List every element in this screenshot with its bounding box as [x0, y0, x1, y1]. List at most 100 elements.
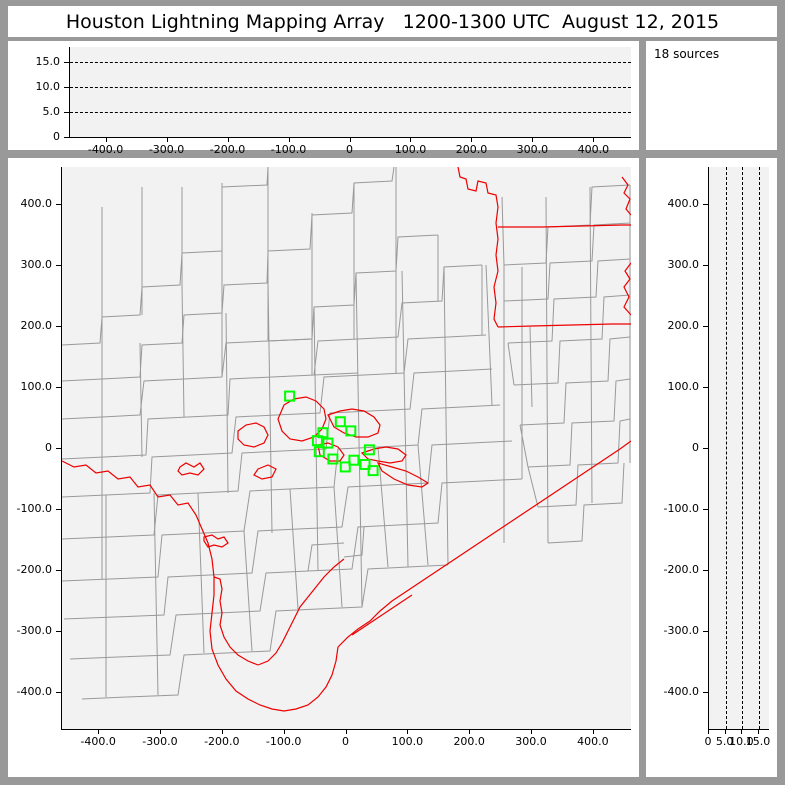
y-tickmark: [703, 570, 708, 572]
x-tick-label: -400.0: [87, 143, 124, 156]
x-tick-label: 100.0: [391, 735, 424, 748]
x-tick-label: -300.0: [142, 735, 178, 748]
y-tick-label: 100.0: [20, 379, 53, 393]
gridline-vertical: [725, 167, 727, 729]
x-tick-label: 5.0: [715, 735, 734, 748]
y-tickmark: [64, 62, 69, 63]
lightning-source-marker: [339, 461, 351, 473]
height-latitude-plot-area: [708, 167, 769, 730]
y-tick-label: -400.0: [663, 685, 699, 699]
x-tick-label: 0: [704, 735, 712, 748]
title-bar: Houston Lightning Mapping Array 1200-130…: [8, 6, 777, 37]
y-tick-label: 400.0: [20, 196, 53, 210]
y-tick-label: 300.0: [667, 257, 700, 271]
y-tick-label: -200.0: [16, 563, 52, 577]
x-tickmark: [166, 137, 168, 142]
y-tickmark: [56, 264, 61, 266]
y-tick-label: -100.0: [663, 502, 699, 516]
gridline-vertical: [759, 167, 760, 729]
y-tickmark: [703, 692, 708, 694]
source-markers: [284, 390, 379, 477]
x-tick-label: -200.0: [209, 143, 246, 156]
x-tickmark: [227, 137, 229, 142]
x-tickmark: [221, 729, 223, 734]
lightning-source-marker: [363, 444, 375, 456]
time-height-panel: 0 5.0 10.0 15.0 -400.0 -300.0 -200.0 -100.0 0 100…: [8, 41, 639, 156]
y-tickmark: [56, 570, 61, 572]
y-tick-label: -300.0: [16, 624, 52, 638]
lightning-source-marker: [359, 458, 371, 470]
x-tickmark: [345, 729, 347, 734]
gridline-horizontal: [70, 87, 631, 88]
x-tickmark: [283, 729, 285, 734]
y-tick-label: -100.0: [16, 502, 52, 516]
page-title: Houston Lightning Mapping Array 1200-130…: [65, 10, 720, 33]
x-tickmark: [724, 729, 726, 734]
source-count-label: 18 sources: [654, 47, 720, 61]
lightning-source-marker: [311, 435, 323, 447]
x-tickmark: [593, 137, 595, 142]
x-tick-label: -400.0: [80, 735, 116, 748]
y-tick-label: -300.0: [663, 624, 699, 638]
x-tickmark: [532, 137, 534, 142]
lightning-source-marker: [313, 446, 325, 458]
y-tick-label: 10.0: [35, 80, 61, 93]
time-height-plot-area: [69, 47, 631, 138]
y-tickmark: [703, 448, 708, 449]
lightning-source-marker: [327, 453, 339, 465]
lightning-source-marker: [367, 465, 379, 477]
x-tickmark: [741, 729, 743, 734]
x-tick-label: 300.0: [516, 143, 549, 156]
y-tick-label: 300.0: [20, 257, 53, 271]
y-tickmark: [64, 112, 69, 113]
state-boundaries: [457, 167, 631, 328]
x-tickmark: [349, 137, 351, 142]
y-tickmark: [56, 325, 61, 327]
x-tick-label: 200.0: [455, 143, 488, 156]
y-tick-label: 5.0: [42, 105, 61, 118]
y-tickmark: [703, 203, 708, 205]
x-tick-label: -100.0: [270, 143, 307, 156]
x-tick-label: 200.0: [453, 735, 485, 748]
y-tickmark: [64, 87, 69, 88]
height-latitude-panel: 0 5.0 10.0 15.0 -400.0 -300.0 -200.0 -100.0 0 100…: [646, 158, 777, 777]
y-tick-label: -400.0: [16, 685, 52, 699]
map-geography: [62, 167, 631, 712]
y-tick-label: 0: [692, 441, 699, 454]
x-tick-label: -100.0: [265, 735, 302, 748]
x-tickmark: [531, 729, 533, 734]
y-tickmark: [703, 264, 708, 266]
y-tick-label: 100.0: [667, 379, 700, 393]
y-tickmark: [56, 509, 61, 511]
x-tickmark: [708, 729, 709, 734]
lightning-source-marker: [348, 454, 360, 466]
x-tickmark: [592, 729, 594, 734]
x-tick-label: 0: [346, 143, 353, 156]
y-tick-label: -200.0: [663, 563, 699, 577]
map-plot-area[interactable]: [61, 167, 631, 730]
x-tick-label: 15.0: [745, 735, 771, 748]
y-tick-label: 200.0: [667, 318, 700, 332]
map-panel: -400.0 -300.0 -200.0 -100.0 0 100.0 200.0 300.0…: [8, 158, 639, 777]
x-tickmark: [105, 137, 107, 142]
y-tickmark: [703, 509, 708, 511]
y-tickmark: [56, 203, 61, 205]
gridline-horizontal: [70, 62, 631, 63]
y-tick-label: 0: [53, 130, 60, 143]
y-tick-label: 200.0: [20, 318, 53, 332]
x-tickmark: [469, 729, 471, 734]
x-tickmark: [159, 729, 161, 734]
y-tickmark: [703, 386, 708, 388]
x-tickmark: [410, 137, 412, 142]
y-tickmark: [703, 631, 708, 633]
x-tickmark: [407, 729, 409, 734]
x-tickmark: [758, 729, 759, 734]
y-tick-label: 0: [45, 441, 52, 454]
lightning-source-marker: [284, 390, 296, 402]
x-tick-label: 0: [342, 735, 349, 748]
x-tick-label: 300.0: [515, 735, 547, 748]
gridline-horizontal: [70, 112, 631, 113]
y-tickmark: [56, 692, 61, 694]
x-tick-label: 10.0: [729, 735, 754, 748]
source-count-panel: 18 sources: [646, 41, 777, 150]
